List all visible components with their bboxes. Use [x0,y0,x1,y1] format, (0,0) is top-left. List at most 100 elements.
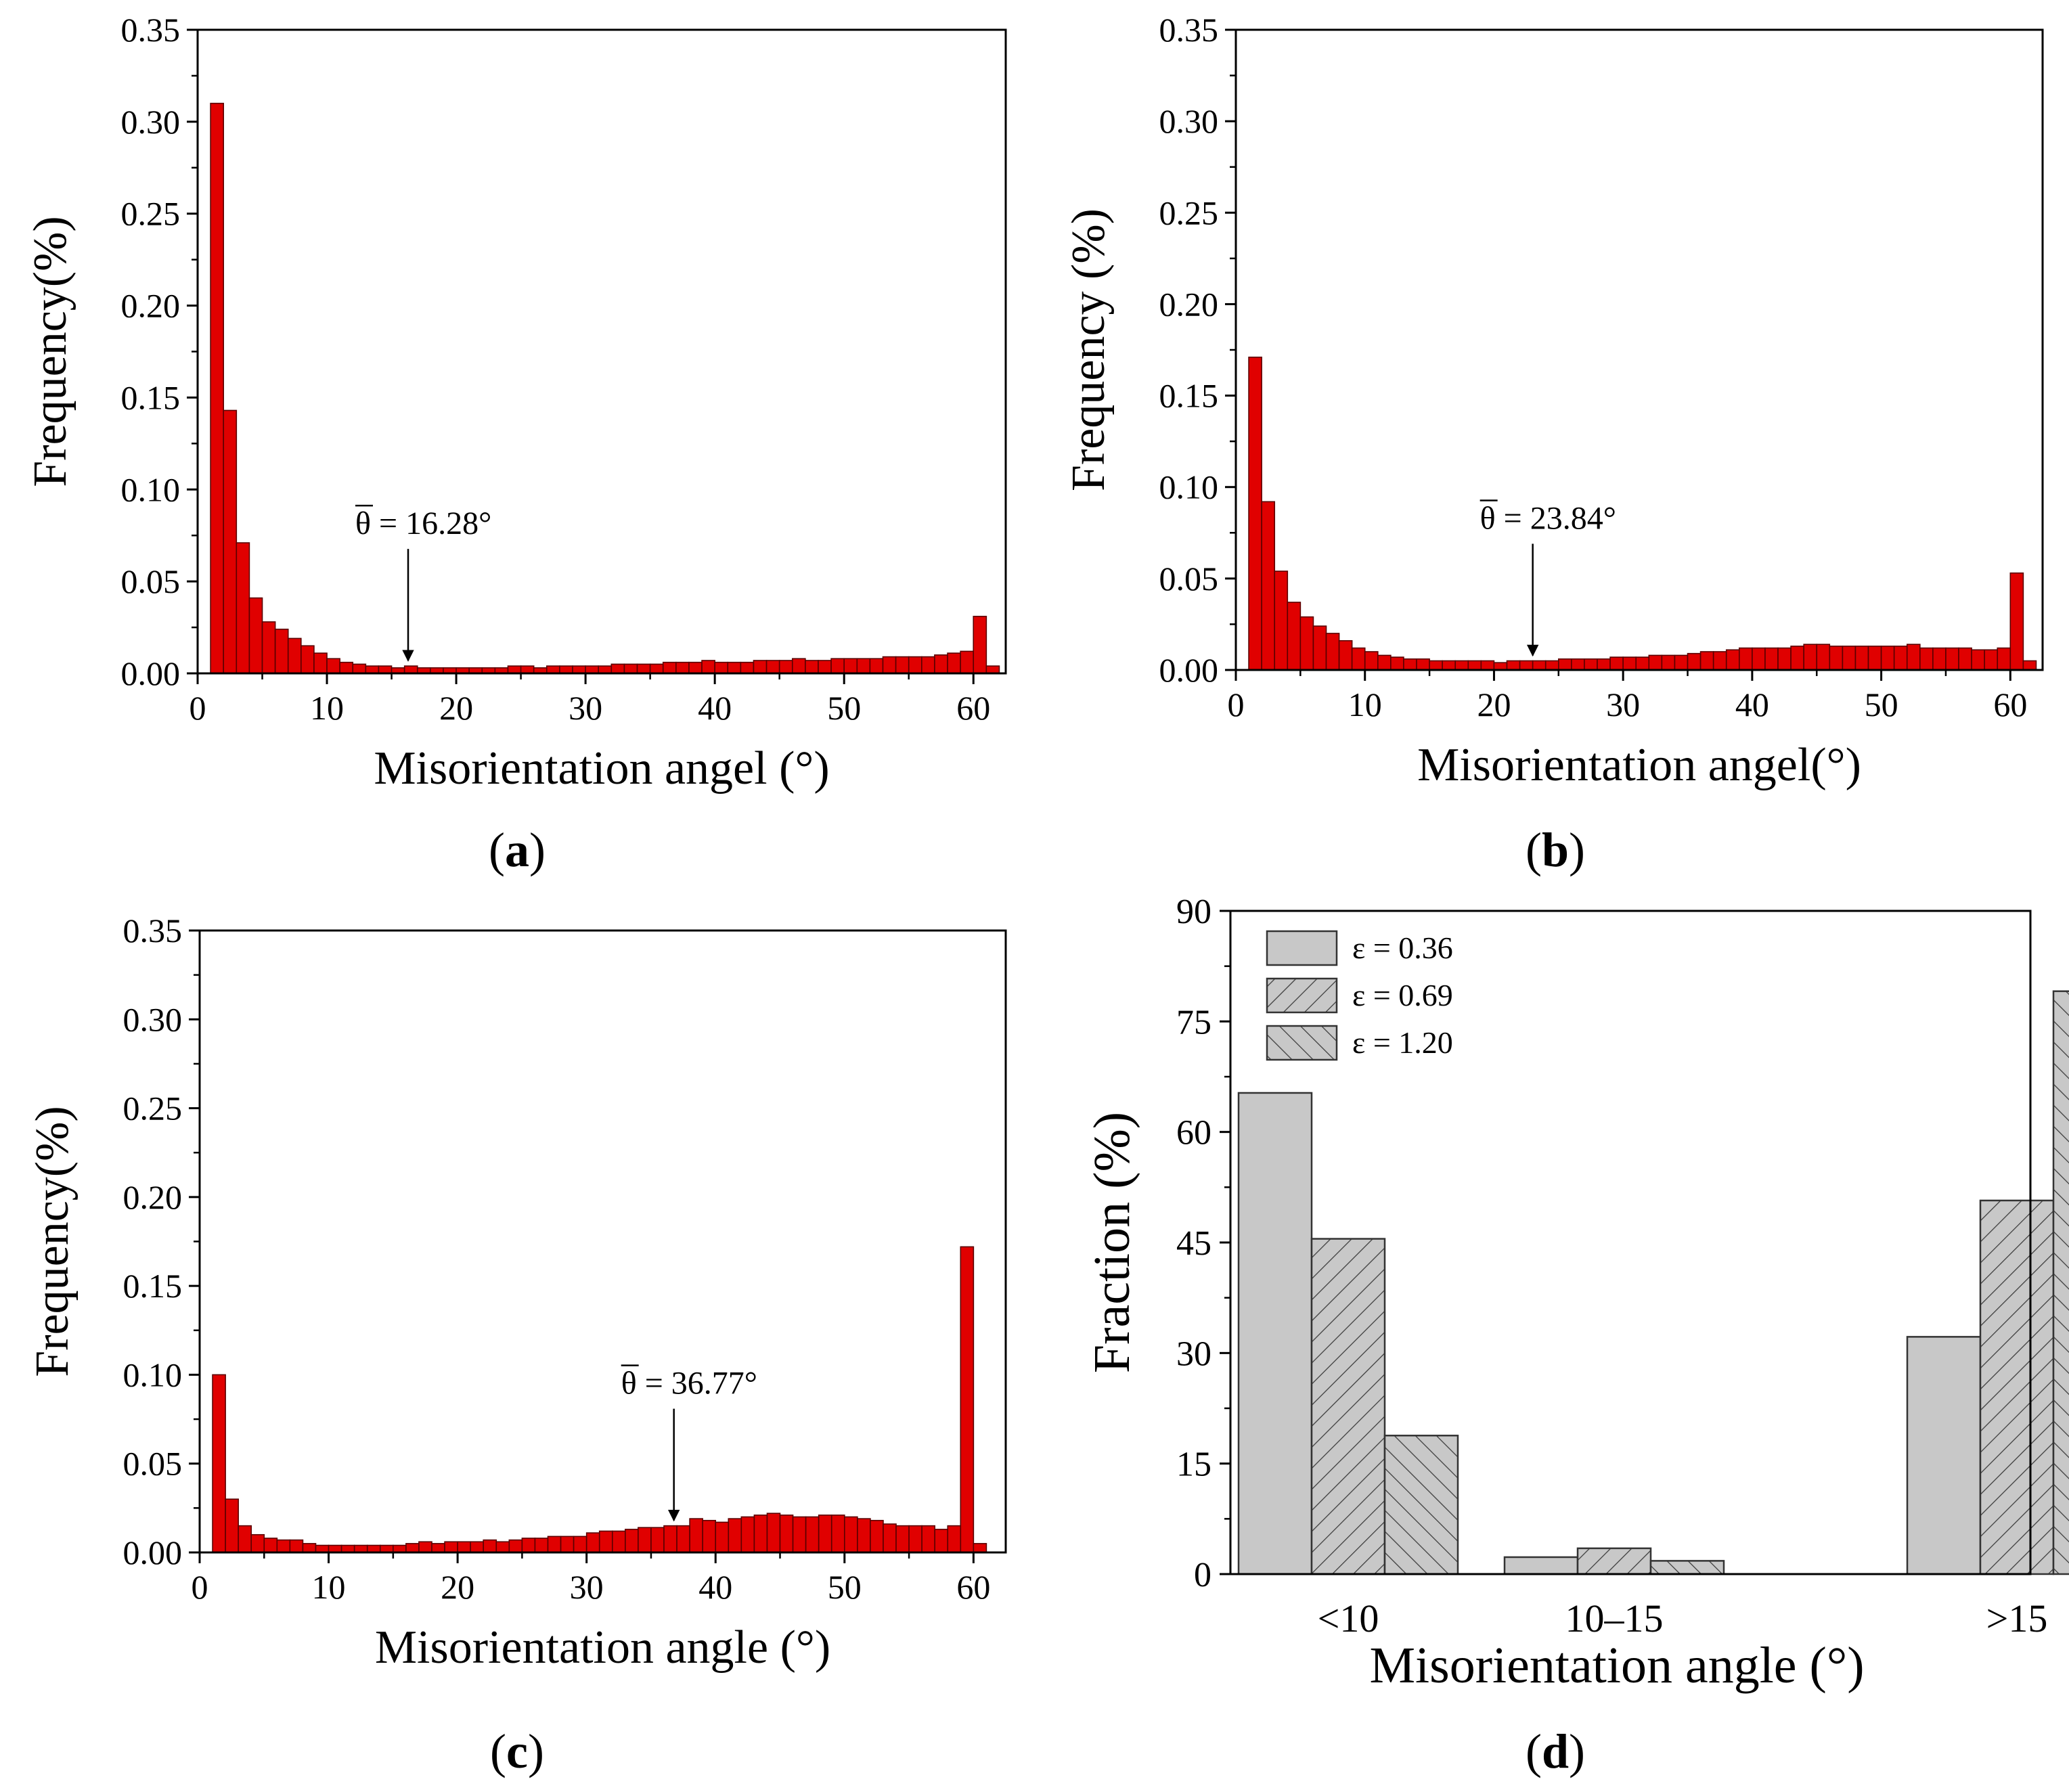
bar [753,1515,768,1553]
bar [1503,1556,1579,1575]
bar [1764,647,1779,671]
bar [2009,572,2024,671]
bar [1576,1547,1652,1575]
bar [559,665,573,674]
panel-label-part: ) [1569,823,1585,877]
bar [1803,644,1818,671]
bar [1532,660,1547,671]
bar [1454,660,1469,671]
bar [1403,658,1417,671]
bar [610,663,625,674]
bar [727,661,742,674]
bar [534,1538,549,1553]
y-axis-label: Frequency (%) [1063,208,1115,491]
y-tick-label: 0.20 [1159,285,1219,323]
bar [403,665,418,674]
x-axis-label: Misorientation angel(°) [1417,739,1861,791]
bar [238,1525,252,1553]
y-tick-label: 0.30 [121,103,181,141]
bar [857,1518,871,1553]
x-tick-label: 60 [956,1568,990,1606]
x-tick-label: 20 [1477,686,1511,723]
bar [1377,654,1392,671]
x-tick-label: 0 [190,689,206,727]
bar [1752,647,1766,671]
bar [960,1246,975,1553]
bar [507,665,522,674]
bar [326,658,340,674]
bar [508,1539,523,1553]
bar [276,1539,291,1553]
y-tick-label: 60 [1176,1114,1211,1152]
panel-c-histogram: 0.00 0.05 0.10 0.15 0.20 0.25 0.30 0.35 0 10 20 30 4… [26,912,1007,1778]
plot-frame [1234,28,2044,671]
panel-a-histogram: 0.00 0.05 0.10 0.15 0.20 0.25 0.30 0.35 0 10 20 30 4… [24,11,1007,877]
bar [225,1498,239,1553]
panel-label-part: ( [1526,823,1542,877]
bar [676,1525,690,1553]
x-tick-label: 10 [310,689,344,727]
bar [830,1515,845,1553]
bar [1635,656,1650,671]
bar [1248,357,1262,671]
bar [792,1516,807,1553]
bar [352,663,367,674]
bar [1712,651,1727,671]
plot-frame [196,28,1007,675]
bar [1674,654,1689,671]
bar [1480,660,1495,671]
bar [223,409,238,674]
mean-angle-value: = 16.28° [371,506,491,541]
mean-angle-annotation: θ = 16.28° [355,506,491,541]
y-tick-label: 0.10 [121,470,181,508]
bar [1919,647,1934,671]
bar [1906,1336,1982,1575]
bar [1893,646,1908,671]
x-axis-label: Misorientation angle (°) [375,1621,830,1674]
bar [611,1530,626,1553]
bar [650,1527,665,1553]
bar [1442,660,1456,671]
bar [766,1513,781,1553]
panel-d-grouped-bar-chart: <10 10–15 >15 0 15 30 45 60 75 90 Misorientation a… [1084,893,2069,1778]
panel-label-part: ) [528,1724,544,1778]
bar [791,658,806,674]
bar [2052,990,2069,1575]
bar [1739,647,1753,671]
y-tick-label: 45 [1176,1224,1211,1263]
y-tick-label: 0.05 [123,1445,183,1483]
bar [1971,649,1985,671]
bar [1854,646,1869,671]
panel-label: (a) [489,823,546,877]
bar [1493,662,1508,671]
bar [598,1530,613,1553]
x-tick-label: 50 [1865,686,1898,723]
bar [598,665,613,674]
bar [287,637,302,674]
panel-label: (b) [1526,823,1585,877]
x-tick-label: 30 [570,1568,604,1606]
y-tick-label: 0.35 [123,912,183,949]
x-tick-label: 20 [439,689,473,727]
bar [212,1374,226,1553]
y-tick-label: 0.30 [1159,102,1219,140]
bar [895,656,910,674]
bars [1248,357,2037,671]
bar [765,660,780,674]
bar [1558,658,1572,671]
bar [1351,647,1366,671]
bar [675,661,690,674]
theta-symbol: θ [1480,500,1496,536]
bar [1261,501,1276,671]
bar [870,1519,884,1553]
legend: ε = 0.36 ε = 0.69 ε = 1.20 [1266,930,1453,1061]
bar [1777,647,1792,671]
bar [688,661,703,674]
x-tick-label: 50 [828,1568,862,1606]
y-tick-label: 0.20 [123,1178,183,1216]
y-axis-label: Fraction (%) [1084,1112,1140,1373]
bar [895,1525,910,1553]
bar [1597,658,1611,671]
x-category-label: 10–15 [1565,1596,1664,1640]
bar [585,665,600,674]
